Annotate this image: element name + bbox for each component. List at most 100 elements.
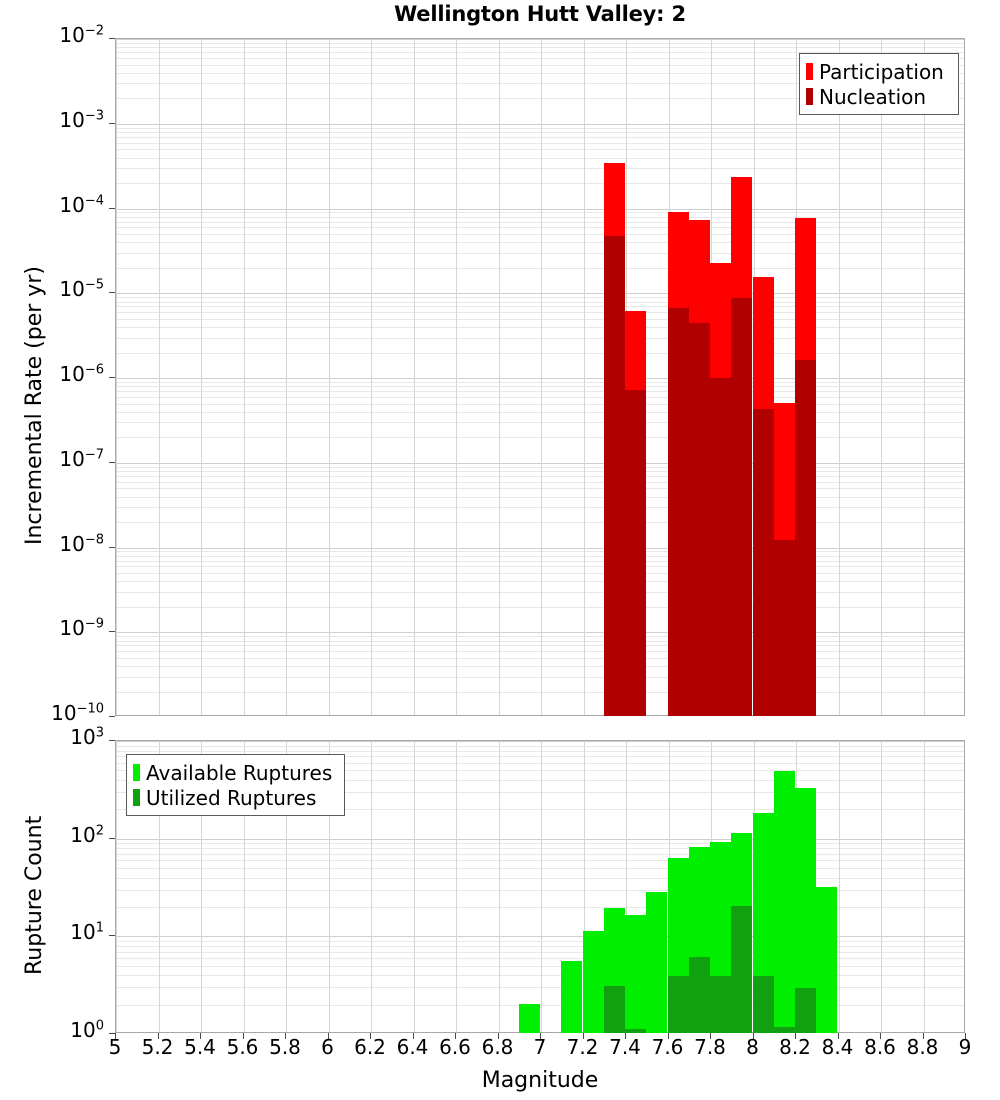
gridline-horizontal: [116, 466, 964, 468]
gridline-vertical: [371, 39, 372, 715]
xtick-mark: [795, 1033, 796, 1039]
bar-nucleation: [603, 236, 625, 716]
xtick-mark: [242, 1033, 244, 1039]
legend-label: Nucleation: [819, 84, 927, 109]
ytick-mark: [109, 546, 115, 548]
bar-available-ruptures: [816, 887, 838, 1033]
gridline-vertical: [541, 741, 542, 1032]
gridline-horizontal: [116, 507, 964, 509]
gridline-horizontal: [116, 212, 964, 214]
legend-item[interactable]: Participation: [806, 59, 950, 84]
gridline-vertical: [541, 39, 542, 715]
gridline-vertical: [456, 39, 457, 715]
gridline-vertical: [838, 741, 840, 1032]
xtick-label: 8: [746, 1035, 759, 1059]
ytick-mark: [109, 377, 115, 378]
incremental-rate-legend: Participation Nucleation: [799, 53, 959, 115]
gridline-horizontal: [116, 741, 964, 742]
gridline-horizontal: [116, 52, 964, 54]
gridline-horizontal: [116, 64, 964, 66]
gridline-horizontal: [116, 965, 964, 967]
gridline-vertical: [201, 741, 202, 1032]
ytick-mark: [109, 38, 115, 39]
legend-item[interactable]: Available Ruptures: [133, 760, 336, 785]
gridline-horizontal: [116, 411, 964, 413]
ytick-mark: [109, 207, 115, 209]
ytick-mark: [109, 1033, 115, 1034]
gridline-vertical: [201, 39, 202, 715]
gridline-horizontal: [116, 462, 964, 464]
gridline-horizontal: [116, 756, 964, 758]
gridline-horizontal: [116, 297, 964, 299]
xtick-mark: [327, 1033, 329, 1039]
gridline-horizontal: [116, 337, 964, 339]
gridline-horizontal: [116, 657, 964, 659]
gridline-horizontal: [116, 475, 964, 477]
gridline-vertical: [498, 741, 500, 1032]
gridline-horizontal: [116, 958, 964, 959]
gridline-horizontal: [116, 889, 964, 891]
bar-available-ruptures: [518, 1003, 541, 1033]
gridline-horizontal: [116, 98, 964, 100]
bar-nucleation: [752, 408, 774, 716]
xtick-mark: [625, 1033, 626, 1039]
gridline-horizontal: [116, 547, 964, 549]
bar-nucleation: [731, 298, 753, 716]
gridline-horizontal: [116, 691, 964, 693]
ytick-label: 101: [70, 920, 104, 945]
xtick-label: 6.6: [439, 1035, 471, 1059]
gridline-horizontal: [116, 208, 964, 210]
gridline-vertical: [328, 39, 330, 715]
legend-color-swatch: [133, 789, 140, 806]
ytick-mark: [109, 122, 115, 124]
gridline-horizontal: [116, 632, 964, 634]
bar-available-ruptures: [582, 931, 604, 1033]
xtick-mark: [540, 1033, 541, 1039]
xtick-mark: [200, 1033, 201, 1039]
ytick-label: 10−9: [59, 616, 104, 641]
gridline-horizontal: [116, 481, 964, 483]
gridline-horizontal: [116, 868, 964, 870]
gridline-vertical: [498, 39, 500, 715]
bar-utilized-ruptures: [688, 957, 711, 1033]
gridline-horizontal: [116, 301, 964, 303]
gridline-horizontal: [116, 157, 964, 159]
gridline-vertical: [626, 741, 627, 1032]
xtick-label: 5.2: [141, 1035, 174, 1059]
xtick-label: 8.6: [864, 1035, 896, 1059]
bar-available-ruptures: [646, 891, 668, 1033]
gridline-horizontal: [116, 318, 964, 320]
bar-available-ruptures: [773, 771, 795, 1033]
legend-label: Utilized Ruptures: [146, 785, 317, 810]
legend-item[interactable]: Utilized Ruptures: [133, 785, 336, 810]
bar-utilized-ruptures: [773, 1027, 795, 1033]
gridline-horizontal: [116, 216, 964, 218]
bar-utilized-ruptures: [795, 987, 817, 1033]
xtick-mark: [115, 1033, 116, 1039]
gridline-horizontal: [116, 770, 964, 772]
xtick-label: 5.8: [269, 1035, 301, 1059]
gridline-vertical: [923, 39, 925, 715]
xtick-mark: [370, 1033, 371, 1039]
xtick-mark: [837, 1033, 839, 1039]
bar-utilized-ruptures: [625, 1029, 647, 1033]
gridline-horizontal: [116, 234, 964, 235]
xtick-label: 7.8: [694, 1035, 726, 1059]
ytick-label: 100: [70, 1018, 104, 1042]
xtick-label: 8.2: [779, 1035, 811, 1059]
gridline-horizontal: [116, 645, 964, 647]
gridline-vertical: [328, 741, 330, 1032]
gridline-horizontal: [116, 566, 964, 568]
gridline-horizontal: [116, 940, 964, 942]
gridline-horizontal: [116, 745, 964, 747]
xtick-mark: [710, 1033, 711, 1039]
legend-label: Available Ruptures: [146, 760, 333, 785]
ytick-label: 10−2: [59, 23, 104, 47]
xtick-label: 6.8: [481, 1035, 514, 1059]
gridline-horizontal: [116, 551, 964, 553]
legend-item[interactable]: Nucleation: [806, 84, 950, 109]
gridline-horizontal: [116, 142, 964, 144]
xtick-label: 6: [321, 1035, 334, 1059]
xtick-mark: [157, 1033, 159, 1039]
bar-utilized-ruptures: [710, 976, 732, 1033]
